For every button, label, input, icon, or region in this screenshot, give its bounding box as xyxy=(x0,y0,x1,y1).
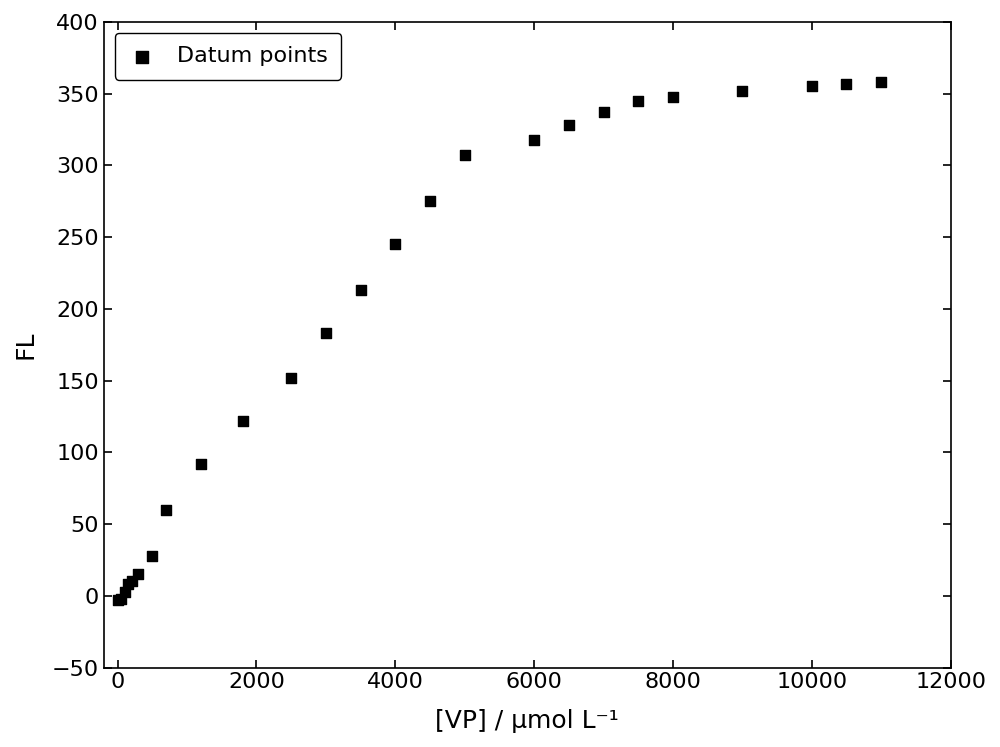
Datum points xyxy=(130,568,146,580)
X-axis label: [VP] / μmol L⁻¹: [VP] / μmol L⁻¹ xyxy=(435,709,619,733)
Datum points xyxy=(113,592,129,604)
Datum points xyxy=(120,578,136,590)
Datum points xyxy=(158,503,174,515)
Datum points xyxy=(318,327,334,339)
Legend: Datum points: Datum points xyxy=(115,33,341,80)
Datum points xyxy=(873,76,889,88)
Datum points xyxy=(283,372,299,384)
Datum points xyxy=(561,120,577,131)
Datum points xyxy=(665,90,681,102)
Datum points xyxy=(235,415,251,427)
Datum points xyxy=(804,81,820,93)
Datum points xyxy=(630,95,646,107)
Datum points xyxy=(193,458,209,470)
Datum points xyxy=(457,149,473,161)
Datum points xyxy=(144,550,160,562)
Datum points xyxy=(124,575,140,587)
Datum points xyxy=(838,78,854,90)
Datum points xyxy=(353,285,369,297)
Datum points xyxy=(734,85,750,97)
Y-axis label: FL: FL xyxy=(14,330,38,359)
Datum points xyxy=(387,238,403,250)
Datum points xyxy=(596,106,612,118)
Datum points xyxy=(117,586,133,598)
Datum points xyxy=(526,134,542,146)
Datum points xyxy=(422,195,438,207)
Datum points xyxy=(110,594,126,606)
